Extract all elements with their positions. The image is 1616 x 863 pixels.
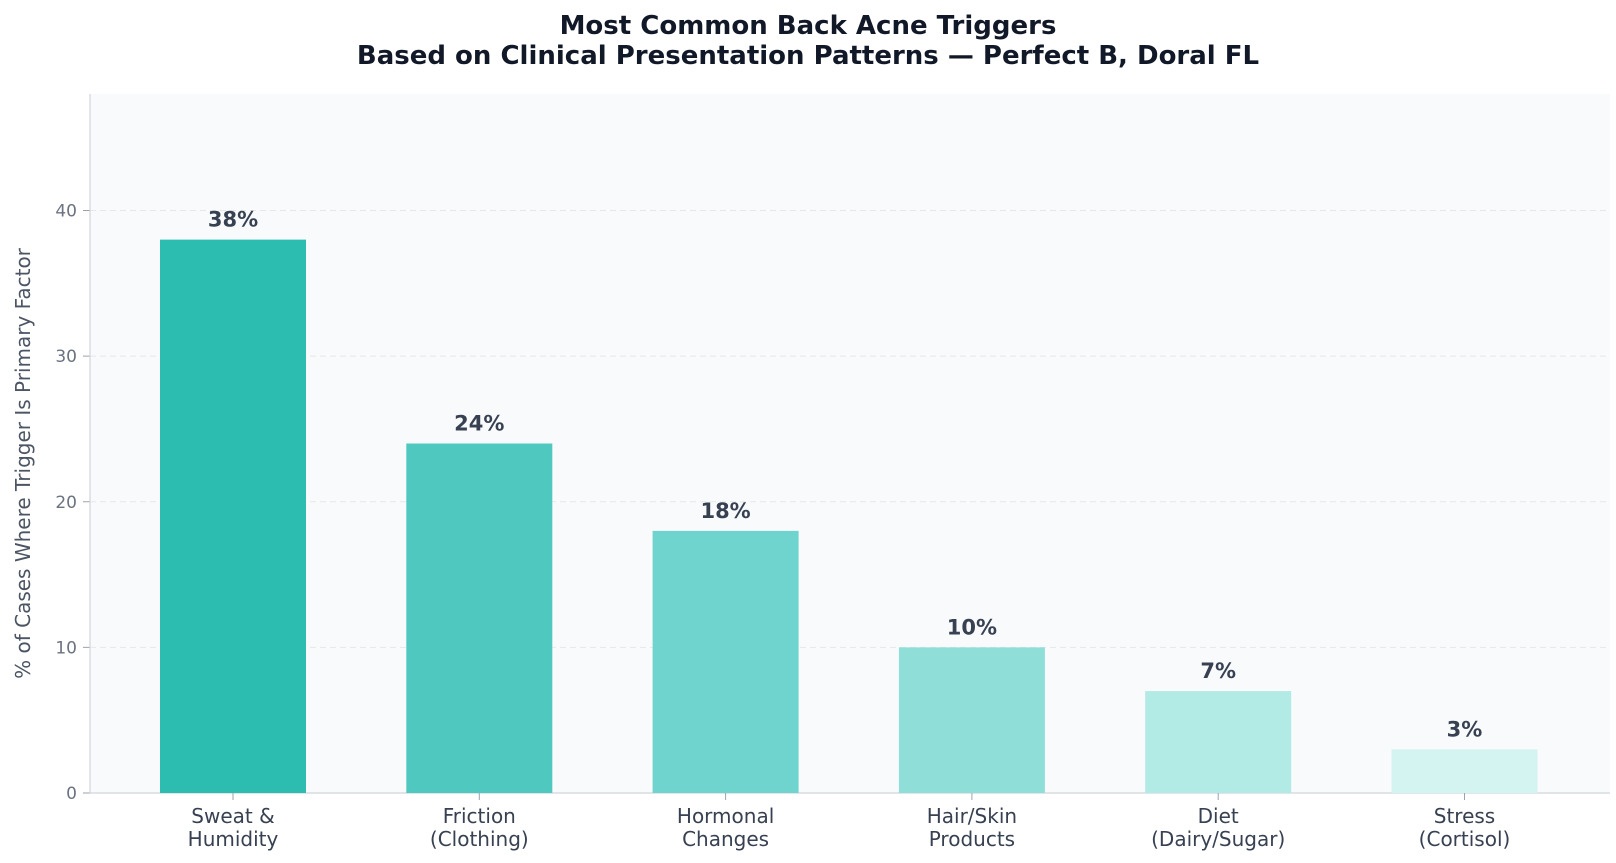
x-tick-label: Hormonal [677, 804, 774, 828]
chart-title: Most Common Back Acne Triggers [560, 11, 1057, 41]
y-axis-label: % of Cases Where Trigger Is Primary Fact… [11, 247, 35, 679]
bar [160, 239, 306, 793]
x-tick-label: Changes [682, 827, 769, 851]
bar [898, 647, 1045, 793]
bar-value-label: 24% [454, 412, 504, 436]
axes: 0 10 20 30 40 [55, 94, 1610, 804]
plot-area [90, 94, 1610, 793]
x-tick-label: Stress [1434, 804, 1495, 828]
y-tick-label: 30 [55, 347, 77, 367]
y-tick-label: 0 [66, 784, 77, 804]
x-tick-label: (Clothing) [430, 827, 529, 851]
chart-subtitle: Based on Clinical Presentation Patterns … [357, 41, 1259, 71]
x-tick-label: Sweat & [191, 804, 274, 828]
x-tick-label: Humidity [188, 827, 279, 851]
bar [1145, 691, 1292, 793]
x-tick-label: Friction [443, 804, 516, 828]
bar [1391, 749, 1538, 793]
bar-value-label: 18% [700, 499, 750, 523]
x-tick-label: Products [929, 827, 1015, 851]
gridlines [90, 210, 1610, 648]
x-tick-label: (Cortisol) [1419, 827, 1511, 851]
bar [652, 530, 799, 793]
bar-value-label: 7% [1200, 659, 1236, 683]
x-tick-label: (Dairy/Sugar) [1151, 827, 1285, 851]
bar-value-label: 38% [208, 208, 258, 232]
bars [160, 239, 1538, 793]
y-tick-label: 40 [55, 202, 77, 222]
y-tick-label: 20 [55, 493, 77, 513]
bar [406, 443, 553, 793]
labels: 38% Sweat &Humidity 24% Friction(Clothing) 1… [188, 208, 1511, 851]
bar-value-label: 3% [1447, 717, 1483, 741]
x-tick-label: Diet [1198, 804, 1239, 828]
y-tick-label: 10 [55, 638, 77, 658]
bar-value-label: 10% [947, 615, 997, 639]
x-tick-label: Hair/Skin [927, 804, 1017, 828]
